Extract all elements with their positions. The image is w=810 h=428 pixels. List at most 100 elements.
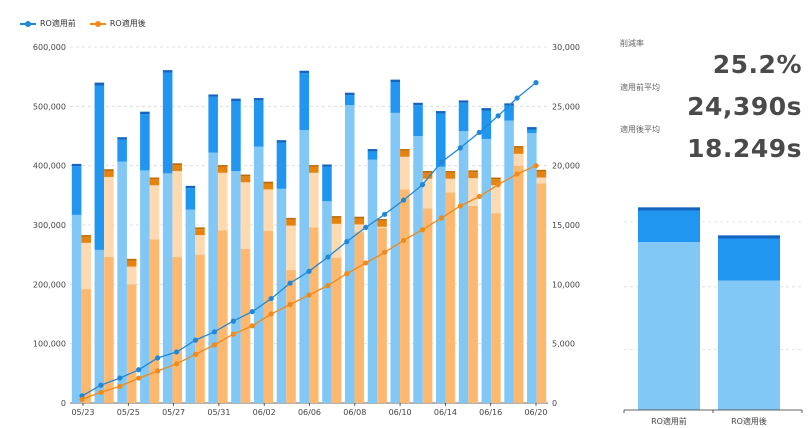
line-before-point xyxy=(476,129,482,136)
line-after-point xyxy=(495,182,501,188)
bar-before-mid xyxy=(162,72,173,174)
bar-after-dark xyxy=(172,163,182,166)
line-after-point xyxy=(476,193,482,200)
bar-after-dark xyxy=(400,149,410,151)
bar-after-light xyxy=(513,165,524,403)
bar-after-mid xyxy=(445,172,456,179)
bar-after-light xyxy=(536,183,547,403)
summary-bar-light xyxy=(638,242,700,410)
bar-after-mid xyxy=(468,172,478,179)
bar-before-dark xyxy=(413,102,423,106)
bar-after-mid xyxy=(104,171,114,177)
y-right-tick-label: 10,000 xyxy=(552,280,580,289)
y-left-tick-label: 100,000 xyxy=(33,340,66,349)
line-after-point xyxy=(230,331,236,337)
line-before-point xyxy=(438,159,445,165)
legend-before-swatch-icon xyxy=(20,20,36,28)
y-left-tick-label: 500,000 xyxy=(33,102,66,111)
bar-after-light xyxy=(126,284,137,403)
line-before-point xyxy=(363,224,369,230)
bar-before-dark xyxy=(322,164,332,167)
bar-before-light xyxy=(299,130,309,404)
bar-after-mid xyxy=(377,220,387,227)
bar-after-light xyxy=(217,230,228,403)
bar-before-dark xyxy=(504,103,514,106)
line-after-point xyxy=(325,282,331,289)
bar-before-light xyxy=(527,133,537,404)
line-before-point xyxy=(155,355,161,361)
line-before-point xyxy=(382,211,388,217)
bar-before-dark xyxy=(140,111,150,115)
kpi-after-avg-value: 18.249s xyxy=(687,134,802,163)
y-left-tick-label: 0 xyxy=(61,399,66,408)
x-tick-label: 06/16 xyxy=(479,408,502,417)
bar-after-dark xyxy=(513,146,524,148)
line-after-point xyxy=(136,375,142,381)
line-after-point xyxy=(382,249,388,255)
bar-before-dark xyxy=(527,127,537,130)
bar-after-pale xyxy=(513,153,524,166)
bar-after-light xyxy=(309,227,319,403)
bar-after-light xyxy=(240,248,251,403)
bar-after-dark xyxy=(240,174,251,177)
x-tick-label: 06/10 xyxy=(389,408,412,417)
bar-before-dark xyxy=(231,98,241,101)
x-tick-label: 05/23 xyxy=(71,408,94,417)
bar-before-light xyxy=(458,131,469,403)
bar-before-dark xyxy=(367,149,378,152)
bar-after-dark xyxy=(377,219,387,221)
bar-after-pale xyxy=(81,242,91,290)
line-before-point xyxy=(514,95,520,101)
bar-after-mid xyxy=(331,217,342,224)
legend-item-after[interactable]: RO適用後 xyxy=(89,18,146,29)
y-right-tick-label: 5,000 xyxy=(552,340,575,349)
bar-before-dark xyxy=(185,185,196,189)
line-after-point xyxy=(438,215,445,221)
bar-before-dark xyxy=(299,70,309,74)
bar-before-mid xyxy=(208,96,218,153)
bar-before-light xyxy=(231,171,241,403)
bar-after-mid xyxy=(536,171,547,178)
line-before-point xyxy=(98,382,104,388)
line-after-point xyxy=(117,383,123,389)
bar-after-dark xyxy=(217,165,228,167)
bar-after-mid xyxy=(81,236,91,243)
bar-before-light xyxy=(344,105,355,403)
line-before-point xyxy=(79,393,85,399)
bar-after-pale xyxy=(422,178,433,209)
line-after-point xyxy=(287,301,293,308)
bar-before-mid xyxy=(527,129,537,134)
y-right-tick-label: 0 xyxy=(552,399,557,408)
line-after-point xyxy=(400,237,407,244)
bar-before-mid xyxy=(71,166,82,215)
bar-after-light xyxy=(81,289,91,403)
bar-before-light xyxy=(71,214,82,403)
line-before-point xyxy=(325,254,331,260)
bar-after-pale xyxy=(195,235,205,255)
bar-before-light xyxy=(504,120,514,403)
bar-after-dark xyxy=(195,227,205,230)
bar-after-pale xyxy=(491,185,501,214)
legend-item-before[interactable]: RO適用前 xyxy=(20,18,76,29)
bar-before-dark xyxy=(117,137,127,140)
bar-after-light xyxy=(286,270,296,403)
bar-after-pale xyxy=(217,172,228,231)
line-before-point xyxy=(173,349,180,355)
x-tick-label: 06/06 xyxy=(298,408,321,417)
bar-after-mid xyxy=(263,183,274,190)
bar-before-mid xyxy=(436,113,446,167)
summary-bar-dark xyxy=(718,235,780,239)
bar-after-light xyxy=(104,257,114,403)
legend-after-label: RO適用後 xyxy=(109,19,146,28)
line-before-point xyxy=(287,280,293,286)
y-right-tick-label: 25,000 xyxy=(552,102,580,111)
bar-after-pale xyxy=(149,185,160,240)
legend-after-swatch-icon xyxy=(89,20,106,28)
y-left-tick-label: 200,000 xyxy=(33,280,66,289)
bar-after-pale xyxy=(172,171,182,258)
bar-after-pale xyxy=(240,182,251,249)
bar-after-dark xyxy=(468,170,478,173)
bar-before-light xyxy=(140,170,150,403)
bar-before-light xyxy=(117,161,127,403)
bar-after-pale xyxy=(126,266,137,285)
